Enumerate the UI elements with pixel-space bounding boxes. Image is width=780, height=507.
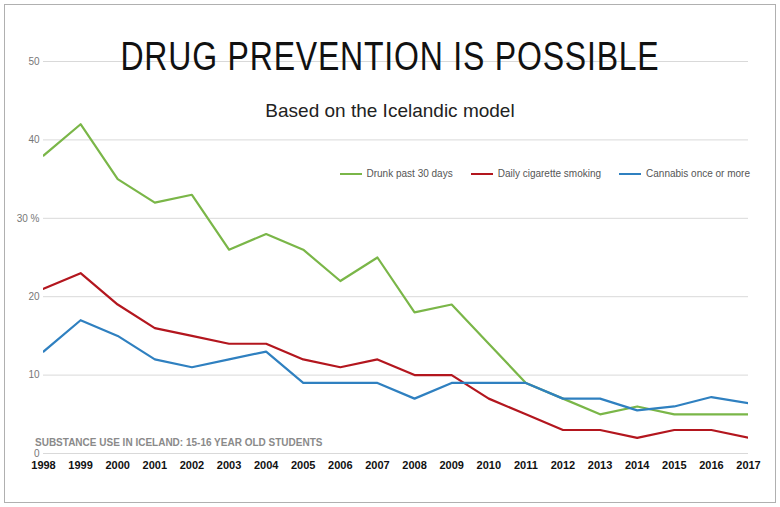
- svg-text:2007: 2007: [365, 459, 389, 471]
- svg-text:2017: 2017: [736, 459, 760, 471]
- html-text:Cannabis once or more: Cannabis once or more: [646, 168, 750, 179]
- svg-text:1999: 1999: [68, 459, 92, 471]
- svg-text:30 %: 30 %: [17, 213, 40, 224]
- svg-text:2012: 2012: [551, 459, 575, 471]
- svg-text:2016: 2016: [699, 459, 723, 471]
- html-text:SUBSTANCE USE IN ICELAND: 15-1: SUBSTANCE USE IN ICELAND: 15-16 YEAR OLD…: [35, 437, 323, 448]
- svg-text:2001: 2001: [143, 459, 167, 471]
- svg-text:2013: 2013: [588, 459, 612, 471]
- svg-text:2004: 2004: [254, 459, 279, 471]
- html-text:Daily cigarette smoking: Daily cigarette smoking: [497, 168, 601, 179]
- svg-text:20: 20: [28, 291, 40, 302]
- svg-text:2005: 2005: [291, 459, 315, 471]
- html-text:Drunk past 30 days: Drunk past 30 days: [366, 168, 453, 179]
- svg-text:2010: 2010: [477, 459, 501, 471]
- svg-text:2000: 2000: [105, 459, 129, 471]
- svg-text:2006: 2006: [328, 459, 352, 471]
- svg-text:2009: 2009: [439, 459, 463, 471]
- svg-text:2003: 2003: [217, 459, 241, 471]
- svg-text:2011: 2011: [514, 459, 538, 471]
- svg-text:0: 0: [34, 448, 40, 459]
- svg-text:2008: 2008: [402, 459, 426, 471]
- svg-text:10: 10: [28, 369, 40, 380]
- svg-text:1998: 1998: [31, 459, 55, 471]
- svg-text:2015: 2015: [662, 459, 686, 471]
- svg-text:40: 40: [28, 134, 40, 145]
- html-text:DRUG PREVENTION IS POSSIBLE: DRUG PREVENTION IS POSSIBLE: [120, 34, 660, 78]
- svg-text:50: 50: [28, 56, 40, 67]
- html-text:Based on the Icelandic model: Based on the Icelandic model: [265, 100, 515, 121]
- svg-text:2014: 2014: [625, 459, 650, 471]
- svg-text:2002: 2002: [180, 459, 204, 471]
